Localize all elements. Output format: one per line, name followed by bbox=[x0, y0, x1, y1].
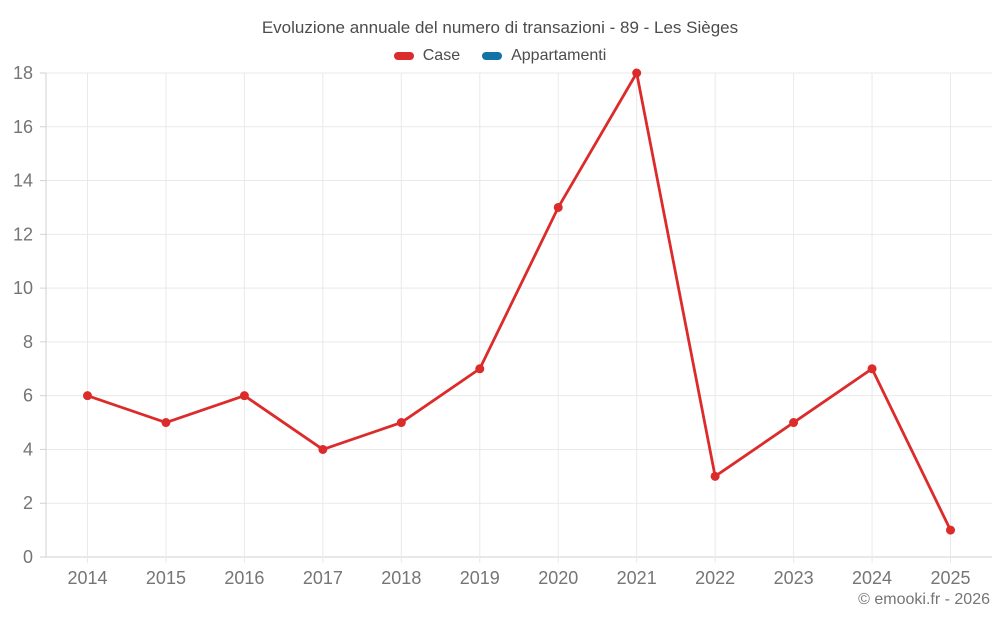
data-point-case-2020[interactable] bbox=[553, 202, 563, 212]
x-tick-label: 2020 bbox=[538, 568, 578, 588]
x-tick-label: 2023 bbox=[774, 568, 814, 588]
x-tick-label: 2022 bbox=[695, 568, 735, 588]
legend-label-appartamenti: Appartamenti bbox=[511, 47, 607, 64]
data-point-case-2014[interactable] bbox=[83, 391, 92, 401]
y-tick-label: 0 bbox=[23, 547, 33, 567]
y-tick-label: 6 bbox=[23, 386, 33, 406]
x-tick-label: 2016 bbox=[224, 568, 264, 588]
y-tick-label: 16 bbox=[13, 117, 33, 137]
y-tick-label: 2 bbox=[23, 493, 33, 513]
x-tick-label: 2014 bbox=[67, 568, 107, 588]
y-tick-label: 4 bbox=[23, 439, 33, 459]
legend-label-case: Case bbox=[422, 47, 461, 64]
y-tick-label: 14 bbox=[13, 171, 33, 191]
x-tick-label: 2018 bbox=[381, 568, 421, 588]
data-point-case-2017[interactable] bbox=[318, 444, 328, 454]
data-point-case-2023[interactable] bbox=[789, 418, 799, 428]
chart-title: Evoluzione annuale del numero di transaz… bbox=[261, 18, 739, 37]
y-tick-label: 12 bbox=[13, 224, 33, 244]
appartamenti-legend-swatch-icon bbox=[482, 52, 503, 60]
data-point-case-2016[interactable] bbox=[239, 391, 249, 401]
x-tick-label: 2024 bbox=[852, 568, 892, 588]
data-point-case-2015[interactable] bbox=[161, 418, 171, 428]
data-point-case-2022[interactable] bbox=[710, 471, 720, 481]
x-tick-label: 2021 bbox=[617, 568, 657, 588]
x-tick-label: 2017 bbox=[303, 568, 343, 588]
x-tick-label: 2019 bbox=[460, 568, 500, 588]
data-point-case-2018[interactable] bbox=[396, 418, 406, 428]
series-line-case bbox=[86, 71, 952, 532]
data-point-case-2024[interactable] bbox=[867, 364, 877, 374]
data-point-case-2025[interactable] bbox=[946, 525, 955, 535]
copyright-footer: © emooki.fr - 2026 bbox=[858, 591, 990, 608]
legend-item-appartamenti[interactable]: Appartamenti bbox=[482, 47, 606, 65]
y-tick-label: 10 bbox=[13, 278, 33, 298]
case-legend-swatch-icon bbox=[393, 52, 414, 60]
legend-item-case[interactable]: Case bbox=[393, 47, 461, 65]
y-tick-label: 18 bbox=[13, 63, 33, 83]
y-tick-label: 8 bbox=[23, 332, 33, 352]
x-tick-label: 2015 bbox=[146, 568, 186, 588]
data-point-case-2021[interactable] bbox=[632, 68, 642, 78]
x-tick-label: 2025 bbox=[930, 568, 970, 588]
chart-legend: Case Appartamenti bbox=[0, 46, 1000, 66]
data-point-case-2019[interactable] bbox=[475, 364, 485, 374]
